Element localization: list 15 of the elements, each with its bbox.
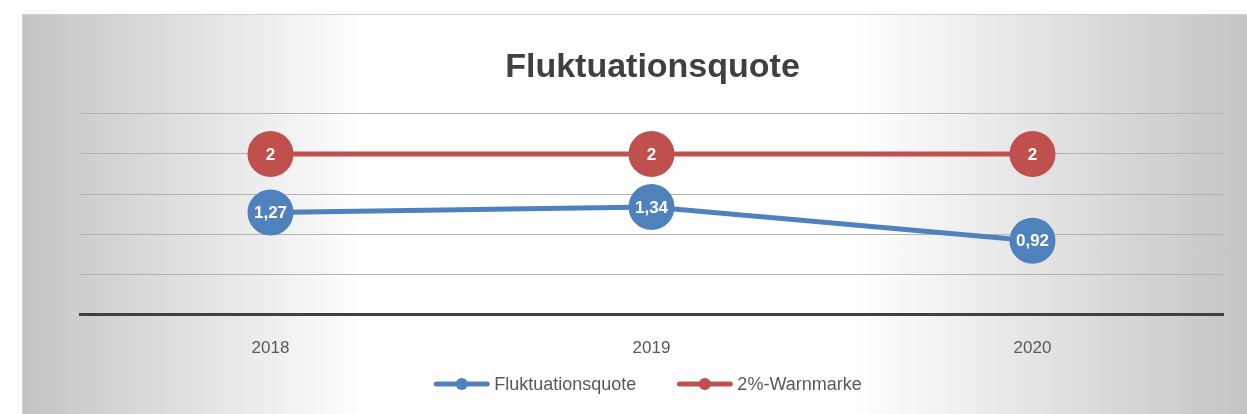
data-label: 2 [1027,144,1038,164]
legend-label: 2%-Warnmarke [737,373,862,394]
data-label: 0,92 [1015,231,1050,251]
point [1009,130,1056,177]
data-label: 2 [265,144,276,164]
legend-label: Fluktuationsquote [494,373,637,394]
data-label: 1,27 [253,203,288,223]
x-tick-label: 2019 [632,338,671,358]
point [247,130,294,177]
point [628,130,675,177]
data-label: 2 [646,144,657,164]
data-label: 1,34 [634,197,669,217]
x-tick-label: 2020 [1013,338,1052,358]
chart-title: Fluktuationsquote [505,45,800,84]
x-tick-label: 2018 [251,338,290,358]
